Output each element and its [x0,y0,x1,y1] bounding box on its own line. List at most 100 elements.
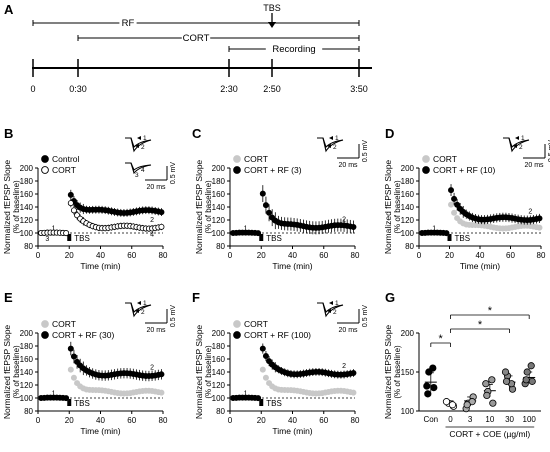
inset-arrow [135,309,139,313]
data-point [448,401,457,409]
y-tick-label: 100 [20,394,34,403]
legend-marker [233,155,241,163]
inset-label: 2 [519,144,523,151]
data-point [158,223,165,230]
timeline-tick-label: 2:30 [220,84,238,94]
panel-label: B [4,126,13,141]
y-tick-label: 120 [401,216,415,225]
inset-label: 1 [143,300,147,307]
inset-arrow [513,144,517,148]
significance-star: * [478,319,483,331]
y-tick-label: 120 [212,216,226,225]
data-point [454,201,461,208]
data-point [482,380,490,388]
legend-label: CORT + RF (3) [244,165,302,175]
x-tick-label: 60 [127,251,136,260]
tbs-marker [259,234,264,241]
panel-g: G Normalized fEPSP Slope (% of baseline) 10… [383,290,541,439]
x-axis-label: Time (min) [80,426,120,436]
x-tick-label: 0 [228,416,233,425]
y-tick-label: 180 [212,342,226,351]
tbs-marker [67,399,72,406]
annotation-label: 2 [342,216,346,223]
timeline-bar-label: RF [122,18,135,29]
data-point [70,374,77,381]
panel-label: F [192,290,200,305]
timeline-label-bg [265,42,323,54]
x-tick-label: 80 [537,251,546,260]
y-tick-label: 180 [20,177,34,186]
y-axis-label: Normalized fEPSP Slope [383,325,393,420]
data-point [528,377,536,385]
x-tick-label: Con [423,415,438,424]
y-tick-label: 160 [212,190,226,199]
y-tick-label: 120 [20,381,34,390]
inset-trace [317,302,344,314]
data-point [266,209,273,216]
data-point [63,395,70,402]
x-axis-label: Time (min) [272,261,312,271]
legend-marker [41,166,49,174]
timeline-ticks: 0 0:30 2:30 2:50 3:50 [30,59,368,94]
timeline-tick-label: 0 [30,84,35,94]
inset-label: 2 [141,309,145,316]
scale-bar-x-label: 20 ms [338,327,358,334]
x-tick-label: 0 [36,416,41,425]
data-point [350,224,357,231]
x-tick-label: 20 [65,416,74,425]
annotation-label: 2 [528,209,532,216]
scale-bar-x-label: 20 ms [146,327,166,334]
inset-label: 2 [333,309,337,316]
data-point [468,398,476,406]
data-point [259,366,266,373]
scale-bar-y-label: 0.5 mV [362,305,369,328]
x-tick-label: 40 [476,251,485,260]
x-axis-label: Time (min) [460,261,500,271]
y-axis-label: Normalized fEPSP Slope [383,160,393,255]
data-point [523,368,531,376]
panel-label: G [385,290,395,305]
legend-label: CORT [52,165,76,175]
y-tick-label: 100 [401,229,415,238]
inset-label: 1 [143,135,147,142]
inset-arrow [329,301,333,305]
scale-bar-y-label: 0.5 mV [170,162,177,185]
inset-label: 2 [141,144,145,151]
panel-label: D [385,126,394,141]
data-point [67,366,74,373]
y-tick-label: 120 [212,381,226,390]
data-point [527,362,535,370]
data-point [67,345,74,352]
panel-label: C [192,126,202,141]
y-tick-label: 160 [401,190,415,199]
data-point [536,224,543,231]
legend-label: CORT + RF (10) [433,165,495,175]
x-tick-label: 100 [523,415,537,424]
x-tick-label: 40 [288,416,297,425]
x-tick-label: 60 [127,416,136,425]
tbs-label: TBS [266,399,282,408]
x-tick-label: 60 [506,251,515,260]
data-point [424,390,432,398]
data-point [448,187,455,194]
annotation-label: 1 [52,225,56,232]
data-point [501,368,510,376]
timeline-panel: A RF CORT Recording 0 0:30 2:30 2:50 3:50 TBS [4,2,372,94]
significance-star: * [488,305,493,317]
timeline-bars: RF CORT Recording [32,16,360,55]
tbs-label: TBS [74,234,90,243]
data-point [522,376,530,384]
data-point [429,364,437,372]
y-tick-label: 150 [401,368,415,377]
inset-arrow [515,136,519,140]
data-point [67,200,74,207]
timeline-tick-label: 3:50 [350,84,368,94]
legend-label: CORT [244,154,268,164]
inset-arrow [327,309,331,313]
y-tick-label: 160 [20,190,34,199]
annotation-label: 2 [342,363,346,370]
